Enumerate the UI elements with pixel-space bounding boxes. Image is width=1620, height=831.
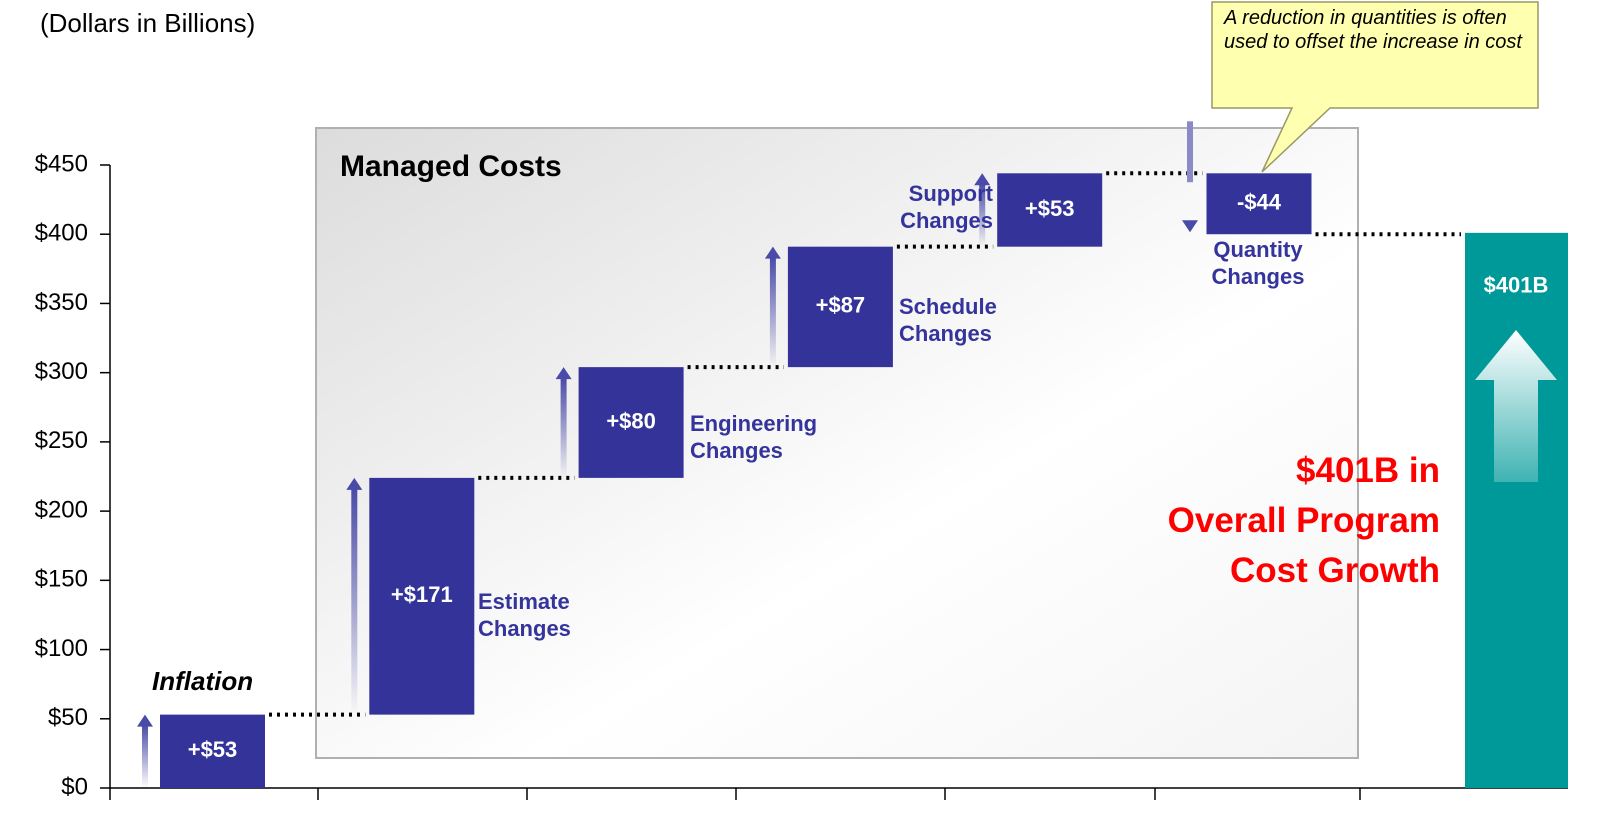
arrow-shaft: [1187, 121, 1193, 183]
arrow-head: [555, 367, 572, 380]
category-label: Quantity Changes: [1211, 237, 1305, 289]
total-value-label: $401B: [1484, 273, 1549, 298]
y-tick-label: $200: [35, 496, 88, 523]
bar: [997, 173, 1103, 247]
category-label: Inflation: [152, 666, 254, 696]
arrow-head: [1182, 220, 1198, 233]
arrow-head: [764, 246, 781, 259]
bar: [1206, 173, 1312, 235]
managed-costs-panel: [315, 127, 1359, 759]
bar: [787, 246, 893, 368]
growth-note-line: $401B in: [1296, 451, 1440, 490]
arrow-head: [346, 477, 363, 490]
arrow-shaft: [560, 377, 567, 478]
panel-label: Managed Costs: [340, 150, 562, 183]
y-tick-label: $0: [61, 773, 88, 800]
total-arrow: [1475, 330, 1557, 482]
growth-note: $401B in Overall Program Cost Growth: [1080, 446, 1440, 596]
subtitle: (Dollars in Billions): [40, 8, 256, 38]
y-tick-label: $300: [35, 358, 88, 385]
bar: [160, 714, 265, 788]
arrow-shaft: [979, 183, 986, 247]
arrow-shaft: [142, 724, 148, 788]
arrow-head: [974, 173, 991, 186]
y-tick-label: $400: [35, 220, 88, 247]
category-label: Support Changes: [900, 181, 993, 233]
bar: [369, 477, 475, 715]
callout-box: [1211, 1, 1539, 173]
value-label: +$53: [1025, 196, 1075, 221]
y-tick-label: $450: [35, 150, 88, 177]
y-tick-label: $50: [48, 704, 88, 731]
category-label: Schedule Changes: [899, 294, 997, 346]
arrow-shaft: [351, 487, 358, 715]
value-label: +$171: [391, 582, 453, 607]
bar: [578, 367, 684, 478]
arrow-head: [137, 714, 153, 727]
value-label: +$80: [606, 408, 656, 433]
value-label: +$53: [188, 737, 238, 762]
total-bar: [1465, 232, 1568, 789]
value-label: +$87: [816, 293, 866, 318]
category-label: Engineering Changes: [690, 411, 818, 463]
arrow-shaft: [769, 256, 776, 368]
value-label: -$44: [1237, 190, 1282, 215]
y-tick-label: $100: [35, 635, 88, 662]
growth-note-line: Overall Program: [1167, 501, 1440, 540]
callout-text: A reduction in quantities is often used …: [1224, 7, 1522, 53]
growth-note-line: Cost Growth: [1230, 551, 1440, 590]
y-tick-label: $150: [35, 566, 88, 593]
category-label: Estimate Changes: [478, 589, 571, 641]
y-tick-label: $350: [35, 289, 88, 316]
y-tick-label: $250: [35, 427, 88, 454]
